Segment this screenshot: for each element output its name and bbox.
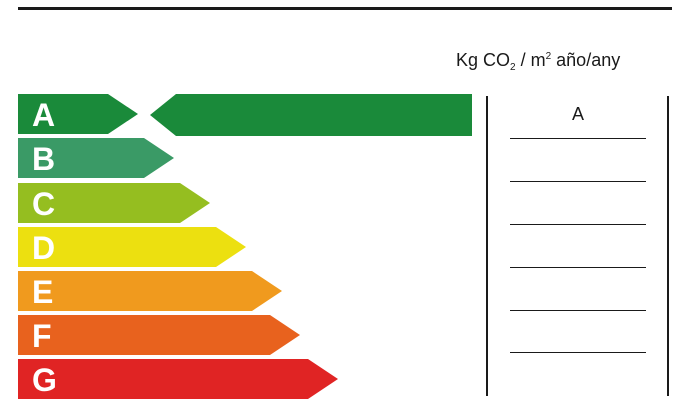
- energy-class-letter: F: [32, 318, 52, 354]
- energy-class-bar-d: D: [18, 227, 246, 267]
- energy-class-bar-e: E: [18, 271, 282, 311]
- energy-class-bar-b: B: [18, 138, 174, 178]
- energy-class-letter: E: [32, 274, 54, 310]
- table-row-line: [510, 181, 646, 182]
- table-row-line: [510, 267, 646, 268]
- energy-class-bar-g: G: [18, 359, 338, 399]
- table-row-line: [510, 310, 646, 311]
- energy-class-letter: D: [32, 230, 56, 266]
- rating-marker-arrow: [150, 94, 472, 141]
- table-row-line: [510, 352, 646, 353]
- table-row-line: [510, 138, 646, 139]
- unit-label: Kg CO2 / m2 año/any: [456, 50, 621, 73]
- energy-class-bar-a: A: [18, 94, 138, 134]
- table-left-border: [486, 96, 488, 396]
- top-rule: [18, 7, 672, 10]
- energy-class-letter: A: [32, 97, 56, 133]
- energy-class-letter: C: [32, 186, 56, 222]
- rating-value: A: [571, 104, 584, 124]
- energy-class-bar-c: C: [18, 183, 210, 223]
- energy-class-letter: G: [32, 362, 57, 398]
- table-row-line: [510, 224, 646, 225]
- table-right-border: [667, 96, 669, 396]
- energy-class-letter: B: [32, 141, 56, 177]
- energy-class-bar-f: F: [18, 315, 300, 355]
